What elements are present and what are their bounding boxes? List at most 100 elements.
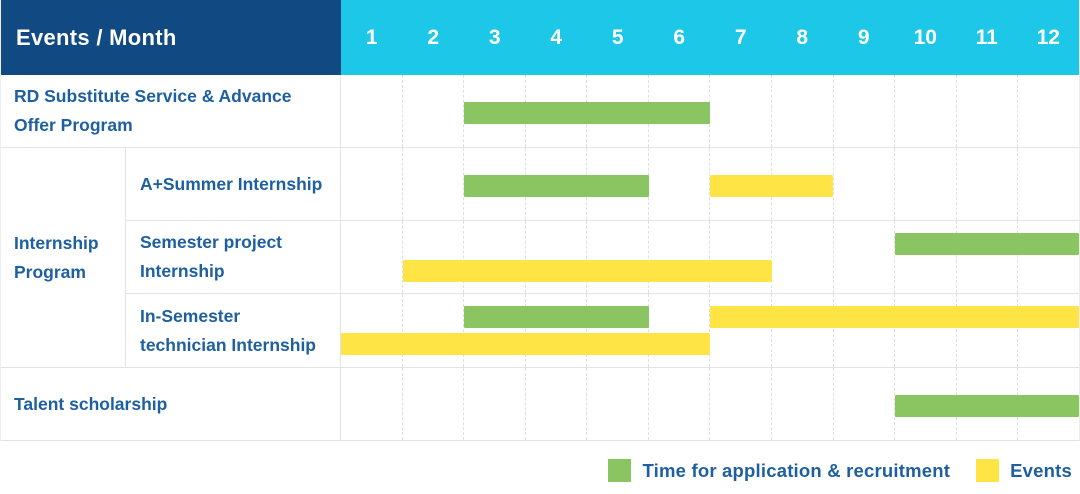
month-grid-cell (587, 294, 649, 367)
legend-item-events: Events (976, 459, 1072, 482)
gantt-bar-yellow (341, 333, 710, 355)
chart-area-in-semester-technician-internship (341, 294, 1079, 367)
month-label: 6 (673, 25, 686, 49)
month-grid-cell (895, 75, 957, 147)
month-grid-cell (895, 221, 957, 293)
month-label: 1 (365, 25, 378, 49)
month-grid-cell (526, 294, 588, 367)
chart-area-semester-project-internship (341, 221, 1079, 293)
month-grid-cell (834, 368, 896, 440)
month-grid-cell (464, 368, 526, 440)
row-label-rd-substitute: RD Substitute Service & Advance Offer Pr… (1, 75, 341, 147)
legend: Time for application & recruitment Event… (608, 459, 1072, 482)
month-label: 4 (550, 25, 563, 49)
row-talent-scholarship: Talent scholarship (1, 368, 1079, 441)
month-grid-cell (710, 221, 773, 293)
month-grid-cell (772, 221, 834, 293)
gantt-bar-green (464, 102, 710, 124)
month-grid-cell (957, 75, 1019, 147)
month-grid-cell (526, 368, 588, 440)
row-in-semester-technician-internship: In-Semester technician Internship (126, 294, 1079, 367)
events-month-header-cell: Events / Month (1, 0, 341, 75)
row-a-summer-internship: A+Summer Internship (126, 148, 1079, 221)
month-label: 9 (857, 25, 870, 49)
legend-item-application-recruitment: Time for application & recruitment (608, 459, 950, 482)
month-grid-cell (772, 75, 834, 147)
row-semester-project-internship: Semester project Internship (126, 221, 1079, 294)
month-grid-cell (1018, 221, 1079, 293)
month-grid-cell (403, 221, 465, 293)
month-grid-cell (710, 294, 773, 367)
row-label-semester-project-internship: Semester project Internship (126, 221, 341, 293)
month-header: 1 2 3 4 5 6 7 8 9 10 11 12 (341, 0, 1079, 75)
month-label: 5 (611, 25, 624, 49)
month-grid-cell (649, 294, 711, 367)
month-grid-cell (1018, 148, 1079, 220)
month-grid-cell (895, 294, 957, 367)
legend-label-events: Events (1010, 459, 1072, 481)
month-grid-cell (341, 221, 403, 293)
month-label: 11 (975, 25, 998, 49)
row-label-talent-scholarship: Talent scholarship (1, 368, 341, 440)
month-label: 12 (1036, 25, 1060, 49)
month-grid-cell (834, 294, 896, 367)
month-grid-cell (772, 294, 834, 367)
month-grid-cell (341, 368, 403, 440)
row-rd-substitute: RD Substitute Service & Advance Offer Pr… (1, 75, 1079, 148)
month-label: 2 (427, 25, 440, 49)
gantt-bar-green (894, 395, 1079, 417)
month-grid-cell (710, 75, 773, 147)
month-grid-cell (403, 294, 465, 367)
gantt-bar-yellow (402, 260, 772, 282)
month-grid-cell (772, 368, 834, 440)
month-grid-cell (957, 221, 1019, 293)
month-grid-cell (834, 221, 896, 293)
legend-label-application-recruitment: Time for application & recruitment (642, 459, 951, 481)
month-grid-cell (587, 221, 649, 293)
internship-program-subrows: A+Summer Internship Semester project Int… (126, 148, 1079, 367)
gantt-bar-green (894, 233, 1079, 255)
month-label: 8 (796, 25, 809, 49)
month-grid-cell (1018, 75, 1079, 147)
month-grid-cell (710, 368, 773, 440)
month-grid-cell (341, 75, 403, 147)
chart-area-talent-scholarship (341, 368, 1079, 440)
month-grid-cell (957, 294, 1019, 367)
gantt-bar-yellow (710, 306, 1079, 328)
month-label: 3 (488, 25, 501, 49)
month-grid-cell (957, 148, 1019, 220)
month-grid-cell (649, 148, 711, 220)
month-label: 10 (913, 25, 937, 49)
month-grid-cell (587, 368, 649, 440)
month-grid-cell (464, 221, 526, 293)
month-grid-cell (403, 148, 465, 220)
chart-area-a-summer-internship (341, 148, 1079, 220)
legend-swatch-green-icon (608, 459, 632, 482)
month-grid-cell (341, 294, 403, 367)
month-grid-cell (1018, 294, 1079, 367)
row-label-a-summer-internship: A+Summer Internship (126, 148, 341, 220)
table-header-row: Events / Month 1 2 3 4 5 6 7 8 9 10 11 12 (1, 0, 1079, 75)
month-grid-cell (649, 221, 711, 293)
row-label-in-semester-technician-internship: In-Semester technician Internship (126, 294, 341, 367)
gantt-table: Events / Month 1 2 3 4 5 6 7 8 9 10 11 12 RD Substi… (0, 0, 1080, 441)
gantt-bar-green (464, 175, 649, 197)
month-label: 7 (734, 25, 747, 49)
month-grid-cell (403, 75, 465, 147)
month-grid-cell (464, 294, 526, 367)
month-grid-cell (772, 148, 834, 220)
month-grid-cell (403, 368, 465, 440)
month-grid-cell (834, 75, 896, 147)
group-label-internship-program: Internship Program (1, 148, 126, 367)
month-grid-cell (895, 148, 957, 220)
chart-area-rd-substitute (341, 75, 1079, 147)
month-grid-cell (526, 221, 588, 293)
gantt-bar-yellow (710, 175, 833, 197)
month-grid-cell (341, 148, 403, 220)
gantt-bar-green (464, 306, 649, 328)
internship-program-group: Internship Program A+Summer Internship S… (1, 148, 1079, 368)
month-grid-cell (834, 148, 896, 220)
month-grid-cell (649, 368, 711, 440)
legend-swatch-yellow-icon (976, 459, 1000, 482)
